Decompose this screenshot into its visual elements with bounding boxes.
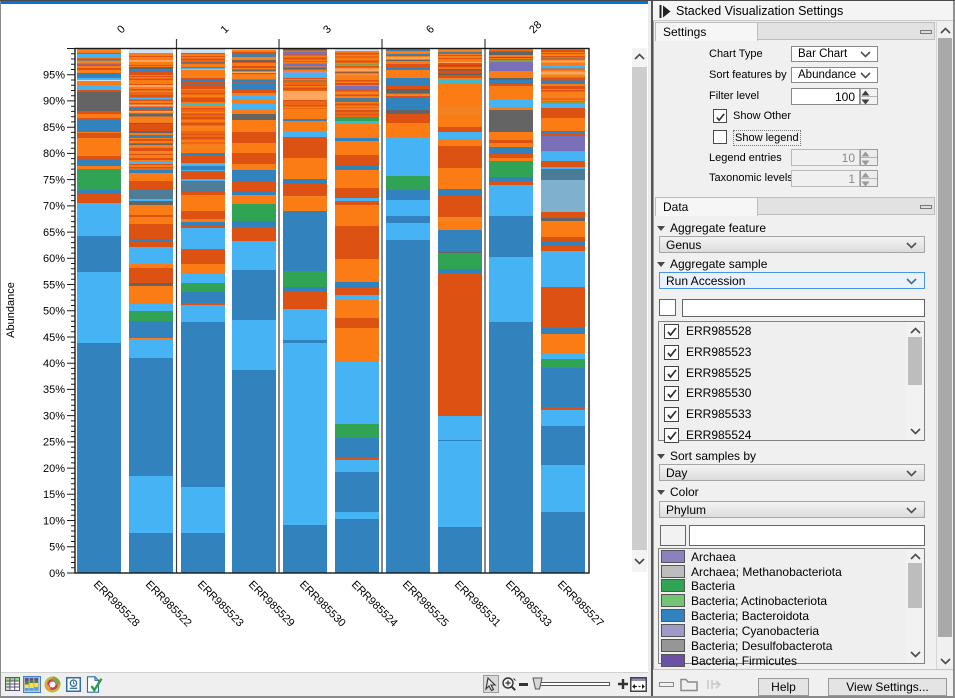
svg-text:6: 6 <box>424 23 437 36</box>
svg-text:80%: 80% <box>43 148 65 160</box>
svg-text:40%: 40% <box>43 358 65 370</box>
svg-text:ERR985533: ERR985533 <box>503 579 554 630</box>
svg-text:ERR985525: ERR985525 <box>400 579 451 630</box>
svg-text:50%: 50% <box>43 306 65 318</box>
svg-text:90%: 90% <box>43 96 65 108</box>
svg-text:ERR985528: ERR985528 <box>91 579 142 630</box>
svg-text:ERR985527: ERR985527 <box>555 579 606 630</box>
svg-text:0%: 0% <box>49 568 65 580</box>
svg-text:Abundance: Abundance <box>5 282 17 338</box>
svg-text:5%: 5% <box>49 542 65 554</box>
svg-text:65%: 65% <box>43 227 65 239</box>
svg-text:ERR985522: ERR985522 <box>143 579 194 630</box>
svg-text:20%: 20% <box>43 463 65 475</box>
svg-text:55%: 55% <box>43 279 65 291</box>
svg-text:ERR985523: ERR985523 <box>195 579 246 630</box>
svg-text:28: 28 <box>527 19 544 36</box>
svg-text:15%: 15% <box>43 489 65 501</box>
svg-text:95%: 95% <box>43 70 65 82</box>
svg-text:0: 0 <box>115 23 128 36</box>
svg-text:75%: 75% <box>43 174 65 186</box>
svg-text:25%: 25% <box>43 437 65 449</box>
svg-text:85%: 85% <box>43 122 65 134</box>
svg-text:1: 1 <box>219 23 232 36</box>
svg-text:ERR985524: ERR985524 <box>349 579 400 630</box>
svg-text:10%: 10% <box>43 515 65 527</box>
svg-text:ERR985530: ERR985530 <box>297 579 348 630</box>
svg-text:ERR985529: ERR985529 <box>246 579 297 630</box>
svg-text:60%: 60% <box>43 253 65 265</box>
svg-text:45%: 45% <box>43 332 65 344</box>
svg-text:ERR985531: ERR985531 <box>452 579 503 630</box>
svg-text:30%: 30% <box>43 410 65 422</box>
svg-text:70%: 70% <box>43 201 65 213</box>
svg-text:35%: 35% <box>43 384 65 396</box>
svg-text:3: 3 <box>321 23 334 36</box>
